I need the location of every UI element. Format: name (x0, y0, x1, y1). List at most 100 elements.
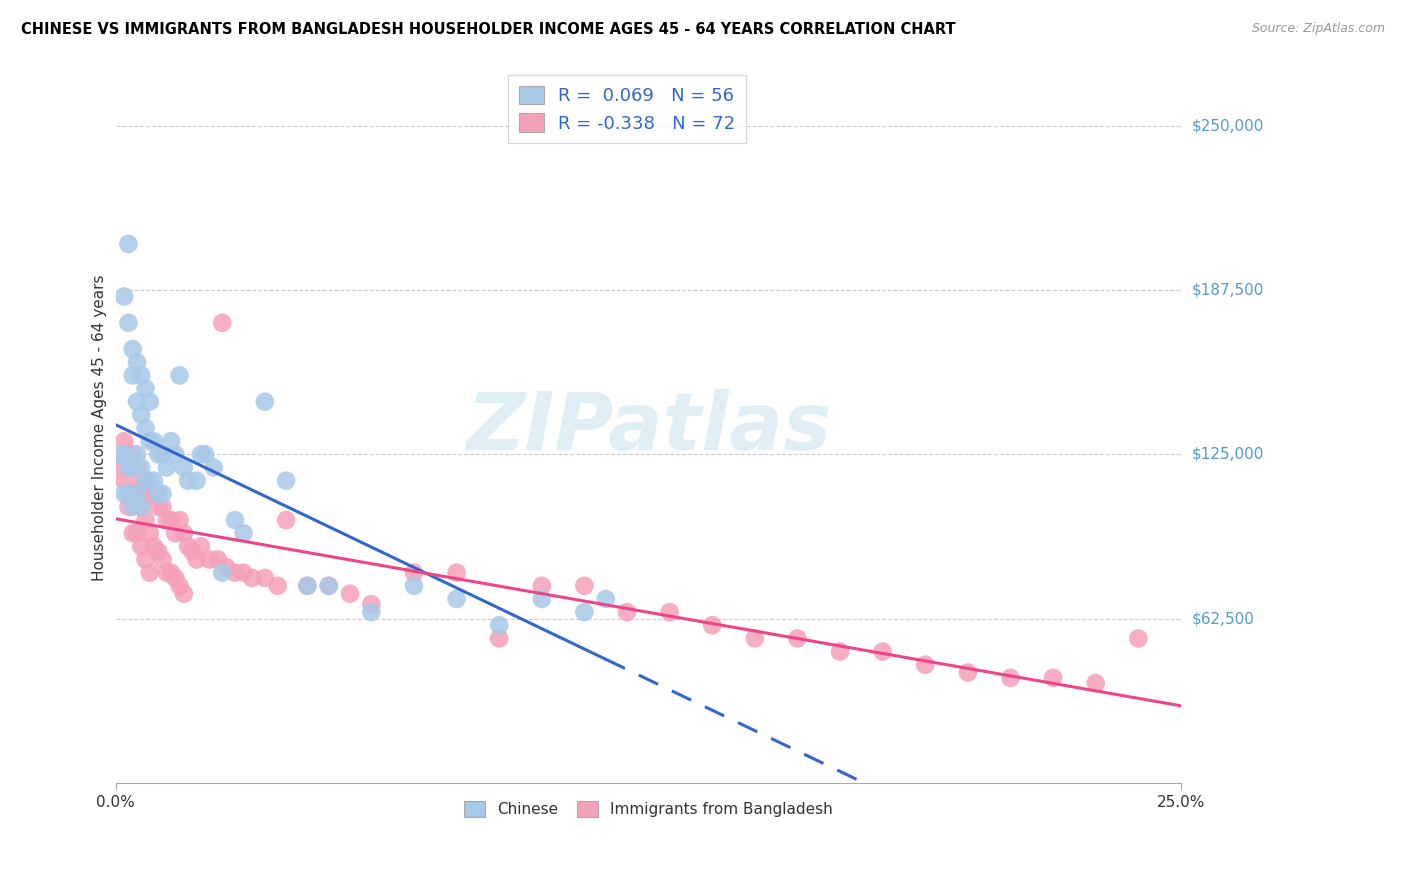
Point (134, 552, 156, 566)
Point (339, 587, 361, 601)
Legend: Chinese, Immigrants from Bangladesh: Chinese, Immigrants from Bangladesh (456, 794, 841, 825)
Point (139, 474, 162, 488)
Point (125, 526, 148, 541)
Point (125, 487, 148, 501)
Point (274, 513, 297, 527)
Point (156, 566, 179, 580)
Point (121, 460, 143, 475)
Point (160, 566, 183, 580)
Point (360, 605, 382, 619)
Text: $62,500: $62,500 (1192, 611, 1256, 626)
Point (165, 447, 187, 461)
Point (274, 474, 297, 488)
Point (177, 540, 200, 554)
Point (177, 474, 200, 488)
Point (125, 447, 148, 461)
Point (152, 552, 174, 566)
Point (215, 560, 238, 574)
Point (198, 552, 221, 566)
Point (616, 605, 638, 619)
Point (121, 487, 143, 501)
Point (129, 540, 152, 554)
Point (134, 513, 156, 527)
Point (125, 394, 148, 409)
Point (121, 342, 143, 356)
Point (129, 500, 152, 514)
Point (173, 587, 195, 601)
Point (117, 487, 139, 501)
Point (143, 434, 166, 449)
Point (232, 566, 254, 580)
Point (125, 487, 148, 501)
Point (1128, 632, 1150, 646)
Point (266, 579, 288, 593)
Point (117, 500, 139, 514)
Point (211, 316, 233, 330)
Point (240, 571, 263, 585)
Point (207, 552, 229, 566)
Point (152, 500, 174, 514)
Point (129, 500, 152, 514)
Point (297, 579, 319, 593)
Point (169, 579, 191, 593)
Point (121, 500, 143, 514)
Point (173, 526, 195, 541)
Point (956, 665, 979, 680)
Text: $187,500: $187,500 (1192, 283, 1264, 297)
Point (134, 474, 156, 488)
Point (112, 289, 135, 303)
Point (139, 394, 162, 409)
Point (488, 632, 510, 646)
Point (121, 368, 143, 383)
Point (112, 474, 135, 488)
Point (108, 460, 131, 475)
Point (202, 460, 225, 475)
Point (117, 236, 139, 251)
Point (143, 474, 166, 488)
Text: CHINESE VS IMMIGRANTS FROM BANGLADESH HOUSEHOLDER INCOME AGES 45 - 64 YEARS CORR: CHINESE VS IMMIGRANTS FROM BANGLADESH HO… (21, 22, 956, 37)
Point (488, 618, 510, 632)
Point (112, 487, 135, 501)
Point (139, 487, 162, 501)
Point (595, 591, 617, 606)
Point (446, 591, 468, 606)
Text: ZIPatlas: ZIPatlas (465, 389, 831, 467)
Point (297, 579, 319, 593)
Point (108, 447, 131, 461)
Point (224, 513, 246, 527)
Point (112, 434, 135, 449)
Point (125, 355, 148, 369)
Point (173, 460, 195, 475)
Point (253, 571, 276, 585)
Point (1000, 671, 1022, 685)
Point (169, 513, 191, 527)
Point (160, 434, 183, 449)
Point (402, 566, 425, 580)
Point (574, 605, 596, 619)
Point (186, 474, 208, 488)
Point (658, 605, 681, 619)
Point (190, 447, 212, 461)
Point (160, 513, 183, 527)
Point (211, 566, 233, 580)
Point (143, 487, 166, 501)
Point (117, 316, 139, 330)
Point (318, 579, 340, 593)
Point (152, 487, 174, 501)
Point (914, 657, 936, 672)
Point (129, 368, 152, 383)
Point (139, 566, 162, 580)
Point (148, 487, 170, 501)
Text: $125,000: $125,000 (1192, 447, 1264, 462)
Point (1084, 676, 1107, 690)
Point (117, 447, 139, 461)
Point (117, 460, 139, 475)
Point (318, 579, 340, 593)
Point (156, 460, 179, 475)
Point (129, 460, 152, 475)
Point (139, 434, 162, 449)
Point (156, 513, 179, 527)
Point (186, 552, 208, 566)
Point (121, 447, 143, 461)
Point (224, 566, 246, 580)
